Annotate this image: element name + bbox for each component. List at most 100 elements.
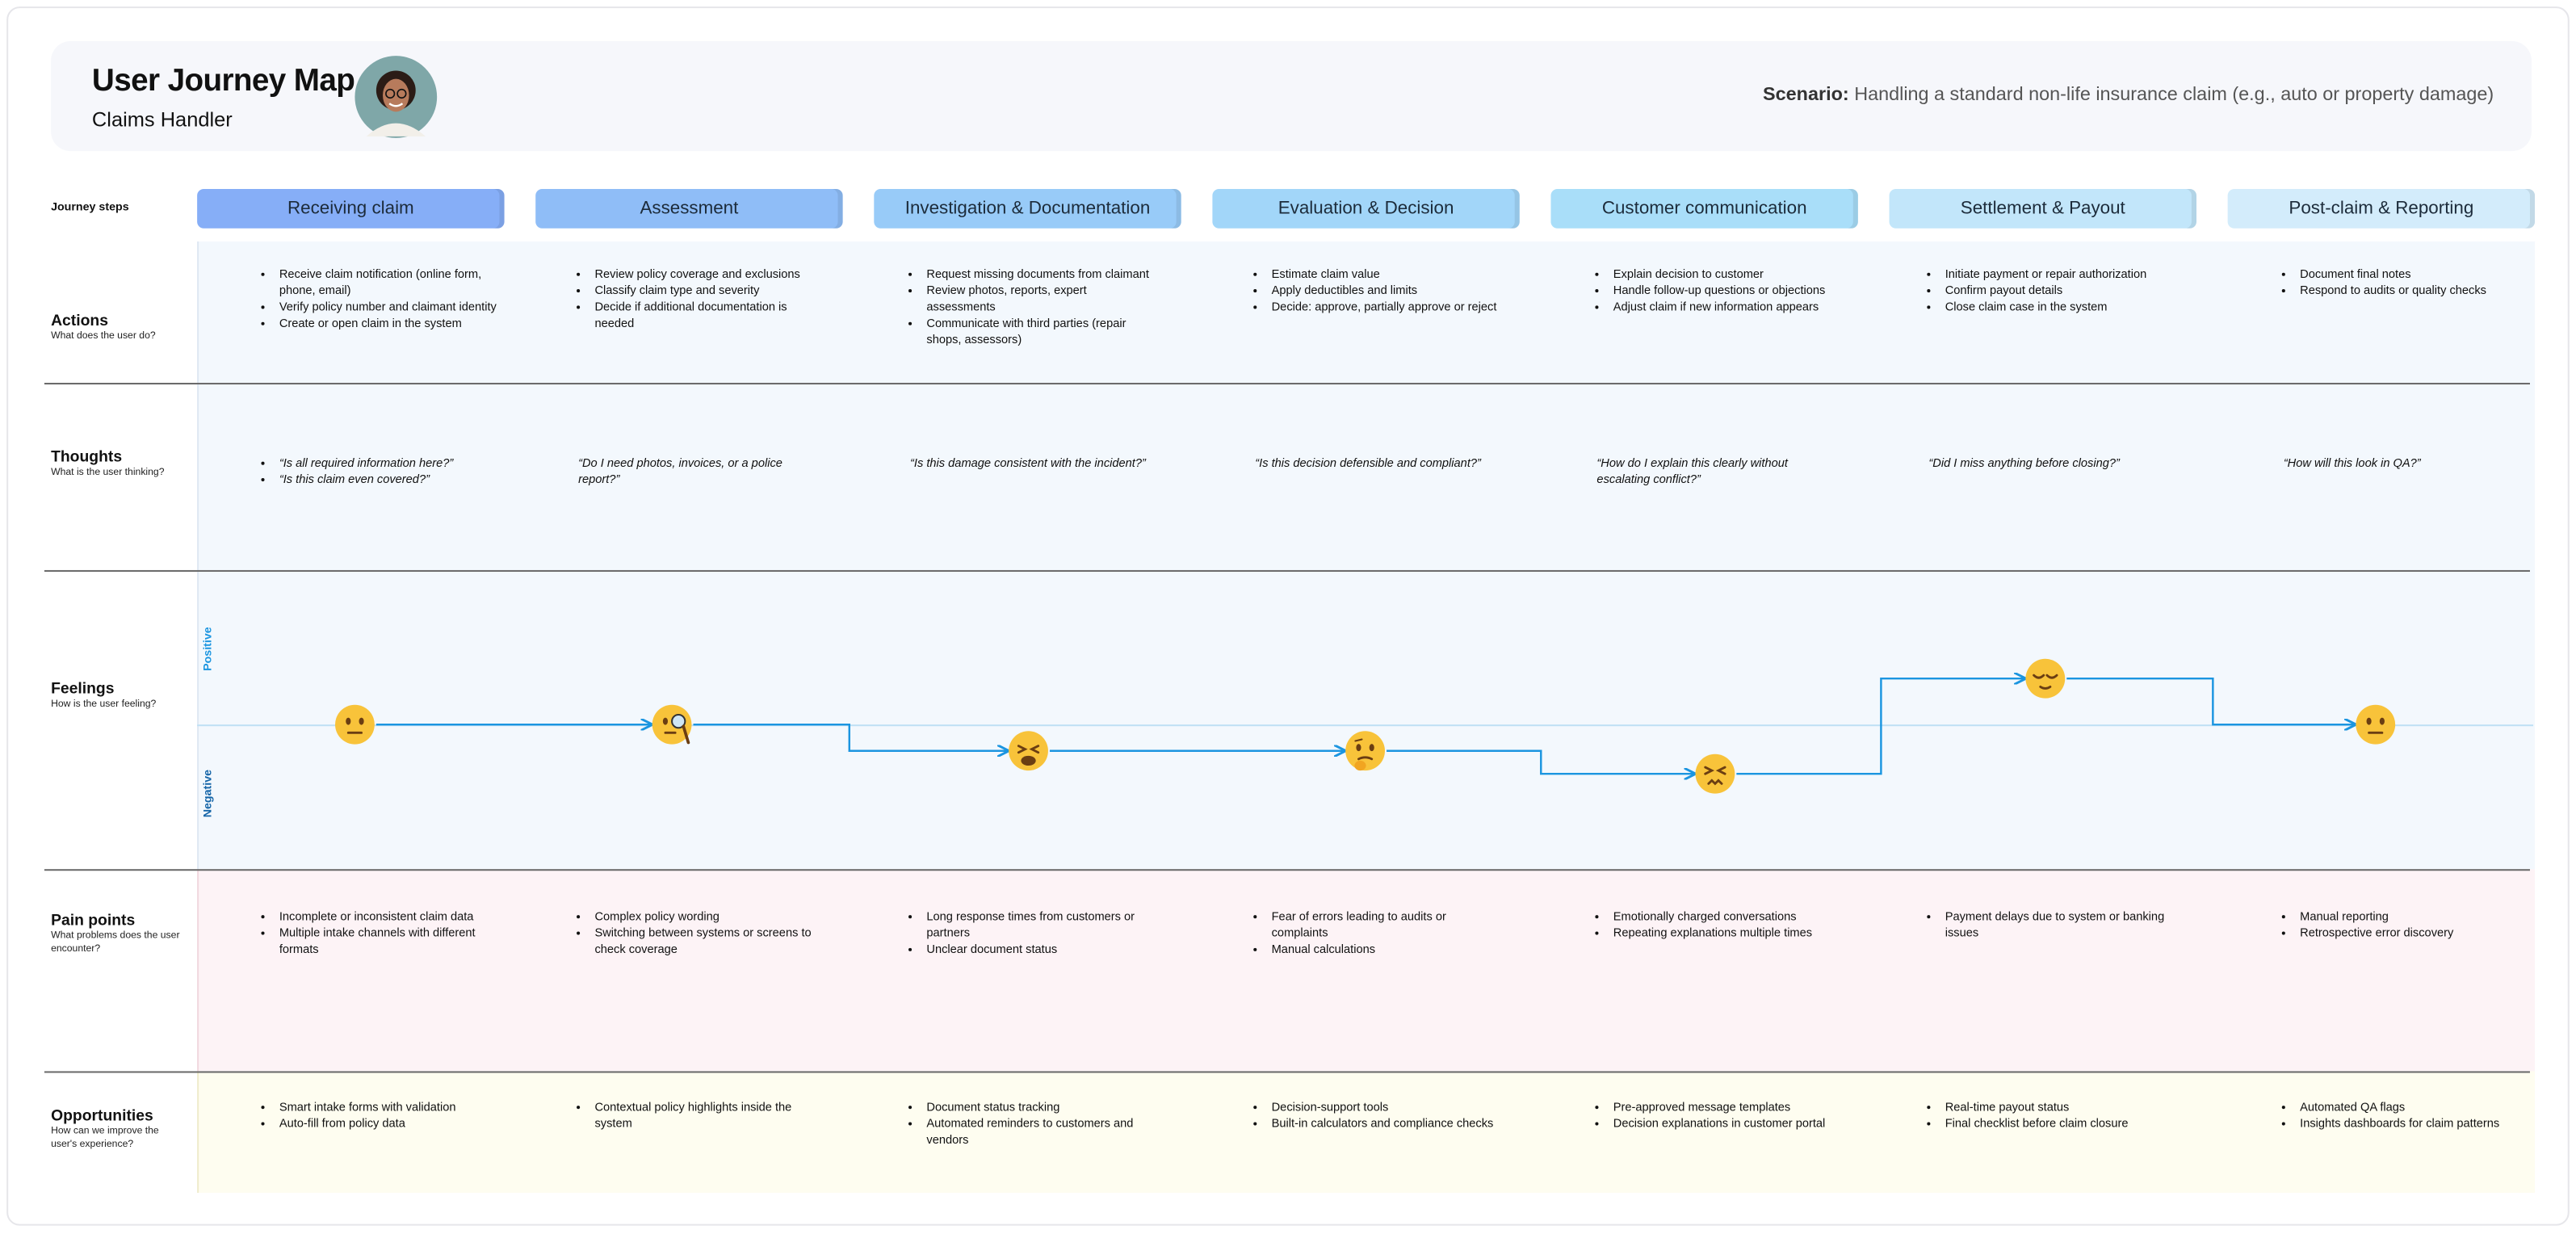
- bullet-list: Emotionally charged conversationsRepeati…: [1596, 909, 1843, 942]
- bullet: Close claim case in the system: [1945, 299, 2175, 315]
- thought: “Is this claim even covered?”: [279, 472, 510, 488]
- row-title: Thoughts: [51, 448, 123, 467]
- cell: Estimate claim valueApply deductibles an…: [1255, 267, 1501, 316]
- journey-step: Customer communication: [1550, 188, 1858, 229]
- bullet: Verify policy number and claimant identi…: [279, 299, 510, 315]
- cell: Long response times from customers or pa…: [910, 909, 1156, 958]
- face-feature: [1354, 760, 1366, 771]
- bullet-list: Estimate claim valueApply deductibles an…: [1255, 267, 1501, 316]
- cell: Payment delays due to system or banking …: [1928, 909, 2175, 942]
- bullet: Initiate payment or repair authorization: [1945, 267, 2175, 283]
- cell: Smart intake forms with validationAuto-f…: [263, 1099, 510, 1132]
- cell: “Is all required information here?”“Is t…: [263, 455, 510, 489]
- cell: Automated QA flagsInsights dashboards fo…: [2284, 1099, 2530, 1132]
- bullet: Switching between systems or screens to …: [594, 925, 824, 958]
- bullet-list: Automated QA flagsInsights dashboards fo…: [2284, 1099, 2530, 1132]
- emotion-face: [1009, 731, 1048, 771]
- cell: Decision-support toolsBuilt-in calculato…: [1255, 1099, 1501, 1132]
- bullet-list: Manual reportingRetrospective error disc…: [2284, 909, 2530, 942]
- curve-segment: [2066, 677, 2354, 724]
- bullet: Receive claim notification (online form,…: [279, 267, 510, 300]
- avatar: [355, 56, 438, 138]
- thought: “Did I miss anything before closing?”: [1928, 455, 2120, 470]
- emotion-face: [335, 704, 375, 745]
- pain-bg: [197, 869, 2536, 1072]
- bullet: Document final notes: [2300, 267, 2530, 283]
- face-feature: [2366, 717, 2372, 725]
- cell: Real-time payout statusFinal checklist b…: [1928, 1099, 2175, 1132]
- face-feature: [1704, 766, 1715, 775]
- thought: “Is all required information here?”: [279, 455, 510, 472]
- cell: Document final notesRespond to audits or…: [2284, 267, 2530, 300]
- bullet: Handle follow-up questions or objections: [1613, 283, 1844, 299]
- bullet: Confirm payout details: [1945, 283, 2175, 299]
- bullet: Complex policy wording: [594, 909, 824, 925]
- row-title: Pain points: [51, 912, 136, 930]
- face-feature: [671, 713, 686, 729]
- cell: “Did I miss anything before closing?”: [1928, 455, 2175, 472]
- bullet-list: Request missing documents from claimantR…: [910, 267, 1156, 349]
- journey-step: Post-claim & Reporting: [2227, 188, 2536, 229]
- bullet: Built-in calculators and compliance chec…: [1272, 1115, 1502, 1131]
- scenario-text: Handling a standard non-life insurance c…: [1854, 85, 2494, 106]
- bullet: Explain decision to customer: [1613, 267, 1844, 283]
- face-feature: [359, 717, 364, 725]
- bullet-list: Decision-support toolsBuilt-in calculato…: [1255, 1099, 1501, 1132]
- bullet: Document status tracking: [926, 1099, 1156, 1115]
- curve-segment: [693, 723, 1008, 751]
- bullet-list: Payment delays due to system or banking …: [1928, 909, 2175, 942]
- cell: Contextual policy highlights inside the …: [578, 1099, 824, 1132]
- scenario-label: Scenario:: [1763, 85, 1849, 106]
- bullet: Unclear document status: [926, 942, 1156, 958]
- face-feature: [662, 717, 668, 725]
- bullet-list: Smart intake forms with validationAuto-f…: [263, 1099, 510, 1132]
- bullet-list: Real-time payout statusFinal checklist b…: [1928, 1099, 2175, 1132]
- cell: Complex policy wordingSwitching between …: [578, 909, 824, 958]
- bullet: Automated reminders to customers and ven…: [926, 1115, 1156, 1148]
- bullet-list: Complex policy wordingSwitching between …: [578, 909, 824, 958]
- row-question: What problems does the user encounter?: [51, 931, 180, 954]
- emotion-face: [2025, 658, 2066, 699]
- divider: [44, 1071, 2530, 1073]
- face-feature: [2379, 717, 2385, 725]
- cell: Emotionally charged conversationsRepeati…: [1596, 909, 1843, 942]
- journey-step: Settlement & Payout: [1889, 188, 2196, 229]
- subtitle: Claims Handler: [91, 108, 233, 132]
- curve-segment: [1736, 678, 2024, 775]
- bullet: Repeating explanations multiple times: [1613, 925, 1844, 941]
- cell: “Is this damage consistent with the inci…: [910, 455, 1156, 472]
- bullet: Decision-support tools: [1272, 1099, 1502, 1115]
- bullet: Estimate claim value: [1272, 267, 1502, 283]
- bullet: Review photos, reports, expert assessmen…: [926, 283, 1156, 316]
- face-feature: [1354, 738, 1363, 742]
- face-feature: [1021, 755, 1036, 766]
- bullet: Review policy coverage and exclusions: [594, 267, 824, 283]
- bullet: Payment delays due to system or banking …: [1945, 909, 2175, 942]
- row-question: How is the user feeling?: [51, 699, 157, 710]
- cell: Pre-approved message templatesDecision e…: [1596, 1099, 1843, 1132]
- thought: “Do I need photos, invoices, or a police…: [578, 455, 782, 487]
- bullet-list: Long response times from customers or pa…: [910, 909, 1156, 958]
- row-label: Pain points What problems does the user e…: [51, 912, 183, 956]
- face-feature: [1356, 744, 1361, 752]
- bullet-list: Document status trackingAutomated remind…: [910, 1099, 1156, 1148]
- neutral-line: [197, 724, 2534, 727]
- bullet: Incomplete or inconsistent claim data: [279, 909, 510, 925]
- bullet-list: Receive claim notification (online form,…: [263, 267, 510, 332]
- cell: Fear of errors leading to audits or comp…: [1255, 909, 1501, 958]
- face-feature: [2045, 674, 2058, 679]
- cell: “Is this decision defensible and complia…: [1255, 455, 1501, 472]
- face-feature: [1029, 745, 1040, 754]
- bullet-list: Explain decision to customerHandle follo…: [1596, 267, 1843, 316]
- bullet: Pre-approved message templates: [1613, 1099, 1844, 1115]
- scenario: Scenario: Handling a standard non-life i…: [1763, 86, 2494, 105]
- cell: Initiate payment or repair authorization…: [1928, 267, 2175, 316]
- row-title: Opportunities: [51, 1107, 153, 1126]
- emotion-face: [2356, 704, 2396, 745]
- bullet: Manual reporting: [2300, 909, 2530, 925]
- bullet: Multiple intake channels with different …: [279, 925, 510, 958]
- row-question: How can we improve the user's experience…: [51, 1127, 159, 1150]
